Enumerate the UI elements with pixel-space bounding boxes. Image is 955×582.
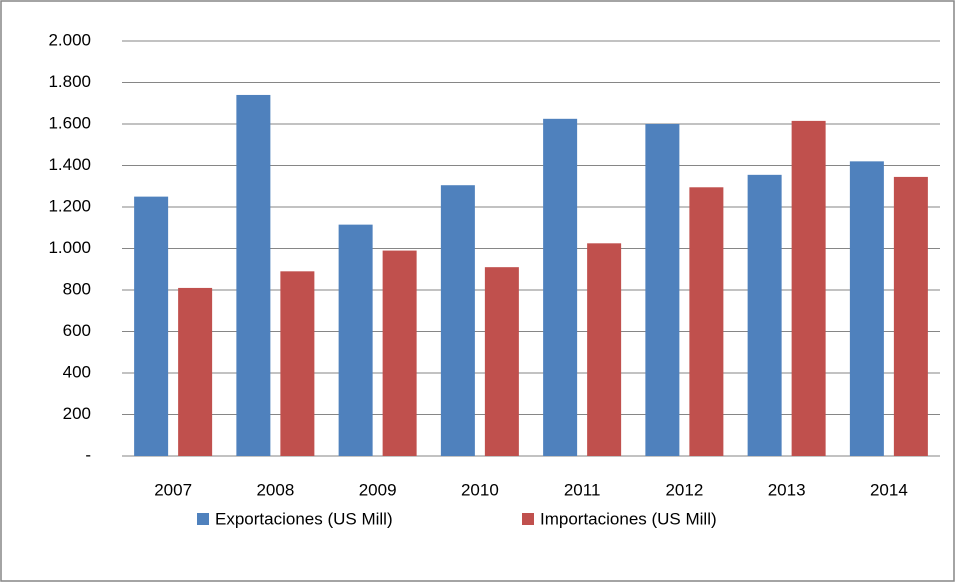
bar (543, 118, 578, 456)
y-tick-label: 800 (63, 279, 91, 298)
bar (645, 124, 680, 456)
bar (236, 94, 271, 456)
y-tick-label: 2.000 (48, 30, 91, 49)
y-tick-label: 200 (63, 404, 91, 423)
y-tick-label: 1.000 (48, 238, 91, 257)
y-tick-label: 600 (63, 321, 91, 340)
y-tick-label: 1.200 (48, 196, 91, 215)
bar (382, 250, 417, 456)
legend-swatch (522, 513, 534, 525)
x-tick-label: 2008 (256, 480, 294, 499)
bar (484, 267, 519, 456)
bar (440, 185, 475, 456)
bar (791, 120, 826, 456)
x-tick-label: 2010 (461, 480, 499, 499)
bar (338, 224, 373, 456)
bar (747, 174, 782, 456)
x-tick-label: 2009 (359, 480, 397, 499)
x-tick-label: 2014 (870, 480, 908, 499)
y-tick-label: 1.600 (48, 113, 91, 132)
bar (849, 161, 884, 456)
legend-label: Exportaciones (US Mill) (215, 509, 393, 528)
y-tick-label: - (85, 445, 91, 464)
bar (280, 271, 315, 456)
bar (587, 243, 622, 456)
y-tick-label: 400 (63, 362, 91, 381)
x-tick-label: 2007 (154, 480, 192, 499)
bar (689, 187, 724, 456)
x-tick-label: 2011 (564, 480, 601, 499)
x-tick-label: 2013 (768, 480, 806, 499)
y-tick-label: 1.400 (48, 155, 91, 174)
bar (134, 196, 169, 456)
bar (178, 287, 213, 456)
x-tick-label: 2012 (665, 480, 703, 499)
bar (893, 176, 928, 456)
legend-swatch (197, 513, 209, 525)
legend-label: Importaciones (US Mill) (540, 509, 717, 528)
y-tick-label: 1.800 (48, 72, 91, 91)
